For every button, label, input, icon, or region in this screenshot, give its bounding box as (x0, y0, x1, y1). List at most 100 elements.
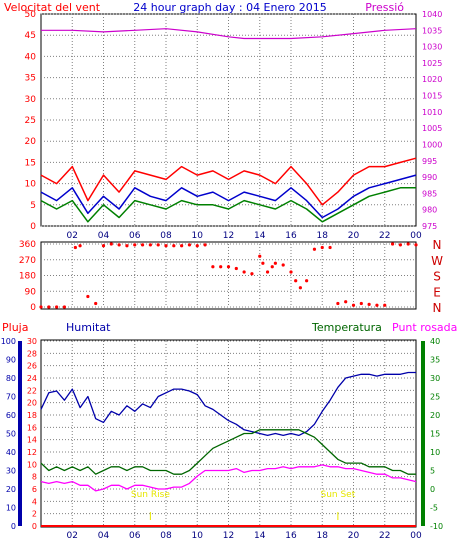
humidity-line (40, 371, 416, 437)
pressure-line (41, 28, 417, 40)
compass-label: E (433, 285, 441, 299)
pressure-tick-label: 1020 (422, 75, 442, 84)
direction-point (234, 266, 238, 271)
direction-point (351, 303, 356, 307)
direction-point (140, 243, 145, 247)
direction-point (390, 242, 395, 246)
pressure-tick-label: 995 (422, 157, 437, 166)
climate-panel-x-ticks: 02 04 06 08 10 12 14 16 18 20 22 00 (67, 531, 422, 541)
direction-tick-label: 90 (25, 287, 37, 297)
direction-tick-label: 360 (19, 240, 36, 250)
direction-point (78, 244, 82, 248)
humidity-tick-label: 50 (6, 430, 16, 439)
pressure-tick-label: 1000 (422, 140, 442, 149)
compass-label: N (433, 301, 442, 315)
pressure-tick-label: 1040 (422, 10, 442, 19)
wind-panel-grid (41, 13, 416, 227)
direction-point (312, 247, 317, 251)
temperature-tick-label: 35 (430, 356, 440, 365)
sun-set-label: Sun Set (320, 490, 355, 500)
direction-point (39, 305, 43, 309)
humidity-tick-label: 20 (6, 485, 16, 494)
direction-point (261, 261, 265, 265)
wind-panel-series (40, 28, 417, 223)
humidity-tick-label: 10 (6, 504, 16, 513)
direction-point (406, 242, 410, 246)
direction-point (203, 243, 207, 247)
rain-tick-label: 8 (32, 473, 37, 482)
wind-panel-x-tick-label: 06 (129, 231, 141, 241)
direction-point (250, 272, 254, 276)
direction-point (359, 301, 363, 306)
wind-panel-x-tick-label: 02 (67, 231, 78, 241)
rain-tick-label: 14 (27, 436, 37, 445)
pressure-tick-label: 985 (422, 189, 437, 198)
direction-point (125, 244, 129, 248)
temperature-tick-label: 5 (430, 467, 435, 476)
compass-label: W (431, 254, 443, 268)
wind-panel-x-tick-label: 22 (379, 231, 390, 241)
direction-point (258, 254, 262, 258)
temperature-tick-label: -10 (430, 522, 443, 531)
humidity-ticks: 0 10 20 30 40 50 60 70 80 90 100 (1, 337, 16, 531)
climate-panel-x-tick-label: 16 (285, 531, 297, 541)
climate-panel-x-tick-label: 04 (98, 531, 110, 541)
direction-point (320, 245, 324, 250)
direction-point (47, 305, 51, 309)
rain-tick-label: 4 (32, 497, 37, 506)
wind-speed-tick-label: 15 (25, 158, 36, 168)
dew-point-line (40, 464, 417, 492)
wind-panel-x-tick-label: 00 (410, 231, 422, 241)
compass-label: S (433, 270, 441, 284)
direction-point (62, 305, 67, 309)
direction-point (298, 286, 302, 290)
climate-panel-x-tick-label: 14 (254, 531, 266, 541)
climate-panel-x-tick-label: 00 (410, 531, 422, 541)
pressure-tick-label: 990 (422, 173, 437, 182)
direction-point (265, 270, 270, 274)
direction-point (375, 303, 379, 307)
direction-tick-label: 270 (19, 256, 36, 266)
humidity-tick-label: 0 (11, 522, 16, 531)
wind-panel-x-tick-label: 12 (223, 231, 234, 241)
wind-panel-x-tick-label: 10 (192, 231, 204, 241)
humidity-tick-label: 80 (6, 374, 16, 383)
wind-panel-x-tick-label: 20 (348, 231, 360, 241)
rain-tick-label: 24 (27, 374, 37, 383)
direction-point (148, 243, 152, 247)
direction-tick-label: 180 (19, 272, 36, 282)
direction-point (398, 243, 402, 247)
sun-rise-label: Sun Rise (131, 490, 170, 500)
wind-panel-x-ticks: 02 04 06 08 10 12 14 16 18 20 22 00 (67, 231, 422, 241)
direction-point (270, 265, 274, 269)
pressure-tick-label: 1035 (422, 26, 442, 35)
speed-line (40, 174, 417, 219)
direction-point (164, 244, 168, 248)
direction-panel-series (39, 242, 418, 309)
temperature-tick-label: -5 (430, 504, 438, 513)
humidity-tick-label: 60 (6, 411, 16, 420)
direction-point (367, 302, 371, 306)
temperature-tick-label: 30 (430, 374, 440, 383)
rain-tick-label: 22 (27, 386, 37, 395)
direction-point (294, 279, 298, 283)
temperature-label: Temperatura (311, 321, 382, 334)
climate-panel-x-tick-label: 08 (160, 531, 172, 541)
wind-speed-tick-label: 45 (25, 31, 36, 41)
rain-tick-label: 0 (32, 522, 37, 531)
chart-title: 24 hour graph day : 04 Enero 2015 (133, 1, 327, 14)
climate-panel-x-tick-label: 10 (192, 531, 204, 541)
direction-point (195, 244, 199, 248)
wind-speed-ticks: 0 5 10 15 20 25 30 35 40 45 50 (25, 10, 37, 232)
rain-tick-label: 18 (27, 411, 37, 420)
pressure-tick-label: 1010 (422, 108, 442, 117)
pressure-label: Pressió (365, 1, 404, 14)
climate-panel-x-tick-label: 20 (348, 531, 360, 541)
direction-point (94, 301, 98, 306)
temperature-line (40, 429, 416, 475)
pressure-tick-label: 1005 (422, 124, 442, 133)
rain-tick-label: 30 (27, 337, 37, 346)
pressure-tick-label: 975 (422, 222, 437, 231)
direction-point (101, 244, 106, 248)
